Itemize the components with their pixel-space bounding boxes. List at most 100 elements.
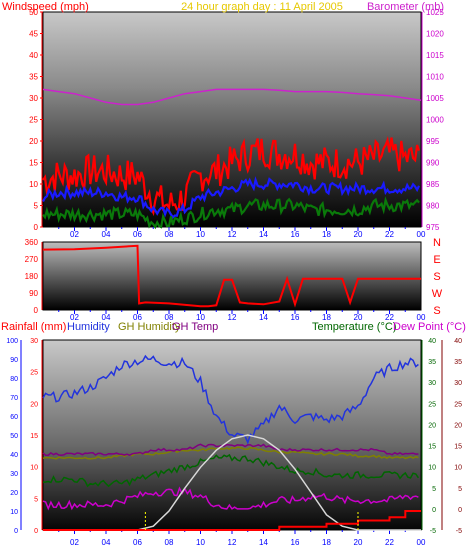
tick-label-time: 06 [133, 313, 142, 322]
tick-label-wind: 5 [34, 202, 39, 211]
gh-humidity-label: GH Humidity [118, 321, 181, 333]
tick-label-humidity: 60 [10, 414, 18, 421]
tick-label-time: 14 [259, 538, 268, 547]
tick-label-temp: 0 [432, 507, 436, 514]
tick-label-humidity: 30 [10, 471, 18, 478]
tick-label-temp: 5 [432, 486, 436, 493]
tick-label-time: 22 [385, 230, 394, 239]
humidity-label: Humidity [67, 321, 110, 333]
tick-label-wind: 40 [29, 51, 38, 60]
tick-label-humidity: 0 [14, 528, 18, 535]
tick-label-baro: 990 [426, 159, 440, 168]
tick-label-wind: 35 [29, 73, 38, 82]
series-gh-humidity [42, 446, 419, 460]
tick-label-dewpoint: 0 [458, 507, 462, 514]
direction-letter: W [432, 288, 443, 300]
tick-label-dewpoint: 40 [454, 338, 462, 345]
tick-label-temp: 30 [428, 380, 436, 387]
tick-label-humidity: 40 [10, 452, 18, 459]
tick-label-humidity: 80 [10, 376, 18, 383]
series-temperature [42, 453, 420, 488]
tick-label-humidity: 100 [6, 338, 18, 345]
windspeed-label: Windspeed (mph) [2, 1, 89, 13]
series-gust [42, 136, 421, 217]
tick-label-rain: 25 [30, 370, 38, 377]
tick-label-temp: 15 [428, 444, 436, 451]
tick-label-dewpoint: 25 [454, 401, 462, 408]
tick-label-time: 04 [102, 230, 111, 239]
direction-letter: S [433, 305, 440, 317]
tick-label-baro: 980 [426, 202, 440, 211]
tick-label-temp: -5 [430, 528, 436, 535]
tick-label-time: 02 [70, 230, 79, 239]
tick-label-temp: 25 [428, 401, 436, 408]
tick-label-wind: 30 [29, 94, 38, 103]
tick-label-rain: 10 [30, 465, 38, 472]
tick-label-time: 22 [385, 313, 394, 322]
tick-label-time: 08 [165, 230, 174, 239]
tick-label-baro: 995 [426, 137, 440, 146]
tick-label-humidity: 10 [10, 509, 18, 516]
tick-label-temp: 10 [428, 465, 436, 472]
tick-label-dewpoint: 35 [454, 359, 462, 366]
tick-label-wind: 10 [29, 180, 38, 189]
tick-label-baro: 1020 [426, 30, 444, 39]
tick-label-baro: 1010 [426, 73, 444, 82]
tick-label-rain: 5 [34, 496, 38, 503]
tick-label-wind: 25 [29, 116, 38, 125]
tick-label-baro: 1025 [426, 8, 444, 17]
rainfall-label: Rainfall (mm) [1, 321, 66, 333]
tick-label-time: 10 [196, 230, 205, 239]
tick-label-humidity: 50 [10, 433, 18, 440]
tick-label-direction: 180 [25, 272, 39, 281]
tick-label-baro: 1000 [426, 116, 444, 125]
tick-label-time: 06 [133, 230, 142, 239]
tick-label-baro: 1005 [426, 94, 444, 103]
tick-label-wind: 50 [29, 8, 38, 17]
tick-label-direction: 270 [25, 255, 39, 264]
tick-label-time: 18 [322, 538, 331, 547]
tick-label-temp: 20 [428, 422, 436, 429]
tick-label-dewpoint: -5 [456, 528, 462, 535]
series-humidity [42, 354, 419, 445]
tick-label-time: 12 [228, 538, 237, 547]
chart-title: 24 hour graph day : 11 April 2005 [181, 1, 343, 13]
tick-label-humidity: 90 [10, 357, 18, 364]
tick-label-baro: 1015 [426, 51, 444, 60]
tick-label-time: 18 [322, 313, 331, 322]
tick-label-rain: 0 [34, 528, 38, 535]
tick-label-direction: 90 [29, 289, 38, 298]
tick-label-temp: 35 [428, 359, 436, 366]
tick-label-direction: 360 [25, 238, 39, 247]
tick-label-time: 02 [70, 538, 79, 547]
tick-label-time: 20 [354, 538, 363, 547]
tick-label-wind: 15 [29, 159, 38, 168]
tick-label-time: 20 [354, 230, 363, 239]
tick-label-time: 00 [417, 313, 426, 322]
tick-label-time: 16 [291, 313, 300, 322]
tick-label-rain: 15 [30, 433, 38, 440]
tick-label-time: 16 [291, 538, 300, 547]
tick-label-time: 18 [322, 230, 331, 239]
tick-label-time: 08 [165, 538, 174, 547]
tick-label-time: 12 [228, 313, 237, 322]
tick-label-wind: 45 [29, 30, 38, 39]
tick-label-temp: 40 [428, 338, 436, 345]
tick-label-wind: 0 [34, 223, 39, 232]
tick-label-time: 14 [259, 230, 268, 239]
tick-label-time: 06 [133, 538, 142, 547]
series-average [42, 176, 420, 219]
tick-label-dewpoint: 20 [454, 422, 462, 429]
tick-label-time: 20 [354, 313, 363, 322]
tick-label-time: 14 [259, 313, 268, 322]
direction-letter: N [433, 237, 441, 249]
tick-label-direction: 0 [34, 306, 39, 315]
tick-label-time: 22 [385, 538, 394, 547]
barometer-label: Barometer (mb) [367, 1, 444, 13]
top-plot-area [42, 11, 422, 228]
tick-label-baro: 975 [426, 223, 440, 232]
tick-label-time: 12 [228, 230, 237, 239]
temperature-label: Temperature (°C) [312, 321, 396, 333]
tick-label-rain: 30 [30, 338, 38, 345]
